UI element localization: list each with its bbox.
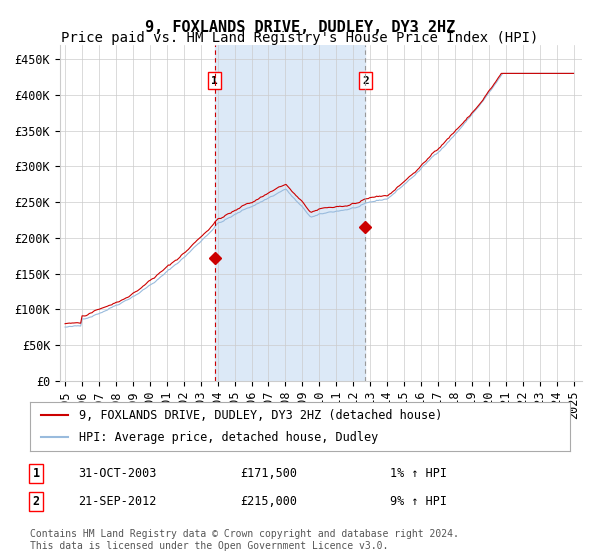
Text: 9, FOXLANDS DRIVE, DUDLEY, DY3 2HZ (detached house): 9, FOXLANDS DRIVE, DUDLEY, DY3 2HZ (deta… [79,409,442,422]
Text: 1: 1 [211,76,218,86]
Text: 2: 2 [362,76,369,86]
Text: Contains HM Land Registry data © Crown copyright and database right 2024.
This d: Contains HM Land Registry data © Crown c… [30,529,459,551]
Text: £171,500: £171,500 [240,466,297,480]
Text: 9, FOXLANDS DRIVE, DUDLEY, DY3 2HZ: 9, FOXLANDS DRIVE, DUDLEY, DY3 2HZ [145,20,455,35]
Text: 21-SEP-2012: 21-SEP-2012 [78,494,157,508]
Text: 1% ↑ HPI: 1% ↑ HPI [390,466,447,480]
Text: 31-OCT-2003: 31-OCT-2003 [78,466,157,480]
Text: 2: 2 [32,494,40,508]
Text: HPI: Average price, detached house, Dudley: HPI: Average price, detached house, Dudl… [79,431,378,444]
Text: 1: 1 [32,466,40,480]
Text: 9% ↑ HPI: 9% ↑ HPI [390,494,447,508]
Text: Price paid vs. HM Land Registry's House Price Index (HPI): Price paid vs. HM Land Registry's House … [61,31,539,45]
Bar [215,45,365,381]
Text: £215,000: £215,000 [240,494,297,508]
